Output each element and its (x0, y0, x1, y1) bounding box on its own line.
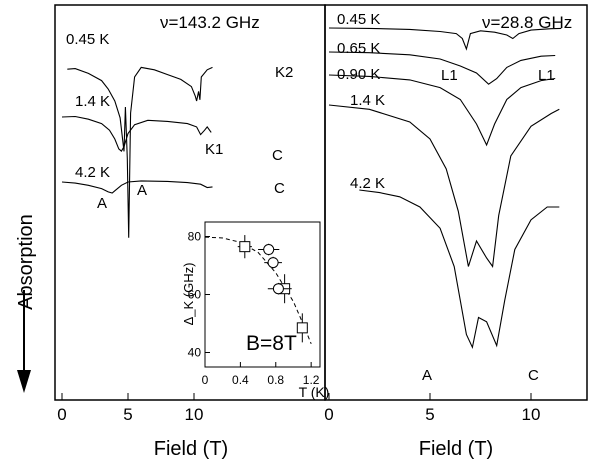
series-line (67, 66, 213, 238)
annotation-label: A (97, 195, 107, 212)
series-label: 0.45 K (66, 31, 109, 48)
inset-y-tick-label: 60 (188, 288, 202, 302)
y-axis-label: Absorption (15, 214, 37, 310)
inset-plot-area: 0 0.4 0.8 1.2 40 60 80 (188, 230, 320, 388)
x-tick-label: 5 (425, 405, 434, 424)
inset-y-tick-label: 80 (188, 230, 202, 244)
absorption-arrow (17, 290, 31, 393)
series-label: 4.2 K (75, 164, 110, 181)
x-tick-label: 0 (324, 405, 333, 424)
series-line (328, 104, 560, 268)
series-line (328, 74, 556, 147)
inset-x-axis-label: T (K) (299, 384, 330, 400)
annotation-label: L1 (441, 67, 458, 84)
series-label: 0.65 K (337, 40, 380, 57)
annotation-label: A (137, 182, 147, 199)
left-plot-area: 0.45 K 1.4 K 4.2 K K1 K2 C A A C (61, 31, 293, 238)
series-label: 0.90 K (337, 66, 380, 83)
inset-circle-point (267, 257, 279, 269)
annotation-label: L1 (538, 67, 555, 84)
left-frequency-label: ν=143.2 GHz (160, 13, 260, 32)
series-line (61, 115, 212, 152)
right-frequency-label: ν=28.8 GHz (482, 13, 572, 32)
inset-field-label: B=8T (246, 332, 297, 355)
inset-x-tick-label: 0.4 (232, 373, 249, 387)
inset-x-tick-label: 0.8 (267, 373, 284, 387)
inset-x-tick-label: 1.2 (303, 373, 320, 387)
series-label: 0.45 K (337, 11, 380, 28)
right-panel-frame (324, 4, 588, 401)
x-tick-label: 10 (185, 405, 204, 424)
series-line (359, 189, 560, 350)
series-label: 1.4 K (350, 92, 385, 109)
annotation-label: C (274, 180, 285, 197)
series-label: 4.2 K (350, 175, 385, 192)
inset-square-point (239, 241, 251, 253)
annotation-label: A (422, 367, 432, 384)
series-label: 1.4 K (75, 93, 110, 110)
inset-square-point (296, 322, 308, 334)
series-line (61, 180, 213, 194)
series-line (328, 51, 556, 85)
inset-x-tick-label: 0 (202, 373, 209, 387)
x-tick-label: 10 (522, 405, 541, 424)
inset-y-tick-label: 40 (188, 346, 202, 360)
left-x-ticks: 0 5 10 (57, 393, 203, 424)
inset-fit-line (204, 236, 312, 344)
x-tick-label: 0 (57, 405, 66, 424)
inset-circle-point (272, 283, 284, 295)
right-x-axis-label: Field (T) (419, 438, 493, 460)
annotation-label: C (272, 147, 283, 164)
series-line (328, 27, 562, 51)
inset-chart: Δ_K (GHz) T (K) B=8T 0 0.4 0.8 1.2 40 60 80 (173, 213, 329, 400)
annotation-label: K1 (205, 141, 223, 158)
x-tick-label: 5 (123, 405, 132, 424)
inset-y-axis-label: Δ_K (GHz) (181, 263, 196, 326)
right-plot-area: 0.45 K 0.65 K 0.90 K 1.4 K 4.2 K L1 L1 A C (328, 11, 562, 384)
annotation-label: K2 (275, 64, 293, 81)
left-x-axis-label: Field (T) (154, 438, 228, 460)
annotation-label: C (528, 367, 539, 384)
right-x-ticks: 0 5 10 (324, 393, 540, 424)
inset-circle-point (263, 244, 275, 256)
